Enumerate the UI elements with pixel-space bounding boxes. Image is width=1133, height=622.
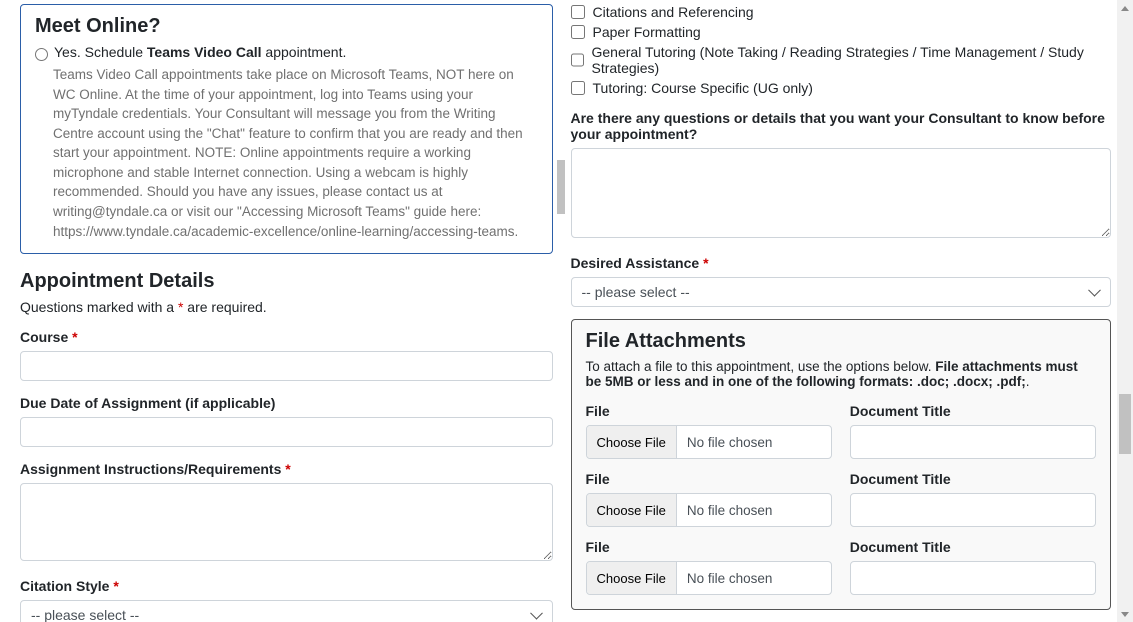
help-with-check-row: Citations and Referencing <box>571 4 1112 20</box>
help-with-check-label: Tutoring: Course Specific (UG only) <box>593 80 813 96</box>
help-with-checkbox[interactable] <box>571 53 584 67</box>
desired-select[interactable]: -- please select -- <box>571 277 1112 307</box>
left-scroll-thumb[interactable] <box>557 160 565 214</box>
course-input[interactable] <box>20 351 553 381</box>
document-title-label: Document Title <box>850 539 1096 555</box>
help-with-check-row: General Tutoring (Note Taking / Reading … <box>571 44 1112 76</box>
choose-file-button[interactable]: Choose File <box>587 562 677 594</box>
file-label: File <box>586 471 832 487</box>
instructions-textarea[interactable] <box>20 483 553 561</box>
attach-text-post: . <box>1026 374 1030 389</box>
course-label: Course * <box>20 329 553 345</box>
meet-online-help: Teams Video Call appointments take place… <box>53 65 538 241</box>
instructions-asterisk: * <box>285 461 290 477</box>
instructions-label: Assignment Instructions/Requirements * <box>20 461 553 477</box>
attachments-heading: File Attachments <box>586 330 1097 353</box>
help-with-check-label: General Tutoring (Note Taking / Reading … <box>592 44 1112 76</box>
course-label-text: Course <box>20 329 72 345</box>
instructions-label-text: Assignment Instructions/Requirements <box>20 461 285 477</box>
radio-label-prefix: Yes. Schedule <box>54 44 147 60</box>
desired-label: Desired Assistance * <box>571 255 1112 271</box>
document-title-label: Document Title <box>850 471 1096 487</box>
meet-online-radio-row: Yes. Schedule Teams Video Call appointme… <box>35 44 538 61</box>
appointment-details-heading: Appointment Details <box>20 270 553 293</box>
radio-label-suffix: appointment. <box>262 44 347 60</box>
help-with-check-row: Paper Formatting <box>571 24 1112 40</box>
scroll-down-button[interactable] <box>1117 606 1133 622</box>
desired-select-wrap: -- please select -- <box>571 277 1112 307</box>
file-label: File <box>586 403 832 419</box>
citation-select[interactable]: -- please select -- <box>20 600 553 622</box>
citation-asterisk: * <box>113 578 118 594</box>
page-scrollbar[interactable] <box>1117 0 1133 622</box>
document-title-label: Document Title <box>850 403 1096 419</box>
desired-label-text: Desired Assistance <box>571 255 704 271</box>
file-chooser[interactable]: Choose FileNo file chosen <box>586 425 832 459</box>
citation-select-wrap: -- please select -- <box>20 600 553 622</box>
help-with-checkbox[interactable] <box>571 25 585 39</box>
document-title-input[interactable] <box>850 425 1096 459</box>
scroll-up-button[interactable] <box>1117 0 1133 16</box>
due-date-input[interactable] <box>20 417 553 447</box>
file-attachments-box: File Attachments To attach a file to thi… <box>571 319 1112 610</box>
meet-online-heading: Meet Online? <box>35 15 538 38</box>
due-date-label: Due Date of Assignment (if applicable) <box>20 395 553 411</box>
form-columns: Meet Online? Yes. Schedule Teams Video C… <box>0 0 1133 622</box>
required-note: Questions marked with a * are required. <box>20 299 553 315</box>
help-with-checkboxes: Citations and Referencing Paper Formattin… <box>571 4 1112 96</box>
file-chosen-text: No file chosen <box>677 426 783 458</box>
required-note-pre: Questions marked with a <box>20 299 178 315</box>
attach-text-pre: To attach a file to this appointment, us… <box>586 359 936 374</box>
course-asterisk: * <box>72 329 77 345</box>
file-chosen-text: No file chosen <box>677 562 783 594</box>
meet-online-radio-label: Yes. Schedule Teams Video Call appointme… <box>54 44 346 60</box>
questions-textarea[interactable] <box>571 148 1112 238</box>
citation-label: Citation Style * <box>20 578 553 594</box>
file-chooser[interactable]: Choose FileNo file chosen <box>586 493 832 527</box>
help-with-check-row: Tutoring: Course Specific (UG only) <box>571 80 1112 96</box>
attachments-text: To attach a file to this appointment, us… <box>586 359 1097 389</box>
help-with-check-label: Citations and Referencing <box>593 4 754 20</box>
help-with-checkbox[interactable] <box>571 5 585 19</box>
file-chosen-text: No file chosen <box>677 494 783 526</box>
help-with-check-label: Paper Formatting <box>593 24 701 40</box>
choose-file-button[interactable]: Choose File <box>587 494 677 526</box>
help-with-checkbox[interactable] <box>571 81 585 95</box>
document-title-input[interactable] <box>850 561 1096 595</box>
file-chooser[interactable]: Choose FileNo file chosen <box>586 561 832 595</box>
page-scroll-thumb[interactable] <box>1119 394 1131 454</box>
file-label: File <box>586 539 832 555</box>
required-note-post: are required. <box>183 299 266 315</box>
desired-asterisk: * <box>703 255 708 271</box>
meet-online-radio[interactable] <box>35 48 48 61</box>
file-grid: FileDocument TitleChoose FileNo file cho… <box>586 397 1097 595</box>
left-column: Meet Online? Yes. Schedule Teams Video C… <box>0 0 567 622</box>
left-scroll-track <box>557 160 565 214</box>
document-title-input[interactable] <box>850 493 1096 527</box>
radio-label-bold: Teams Video Call <box>147 44 262 60</box>
choose-file-button[interactable]: Choose File <box>587 426 677 458</box>
meet-online-box: Meet Online? Yes. Schedule Teams Video C… <box>20 4 553 254</box>
citation-label-text: Citation Style <box>20 578 113 594</box>
right-column: Citations and Referencing Paper Formattin… <box>567 0 1133 622</box>
questions-label: Are there any questions or details that … <box>571 110 1112 142</box>
